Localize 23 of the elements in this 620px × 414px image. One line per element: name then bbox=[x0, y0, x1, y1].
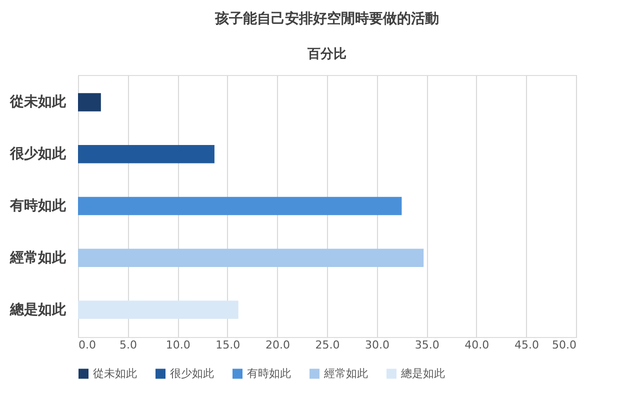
y-tick-label: 經常如此 bbox=[9, 250, 67, 266]
legend-label: 總是如此 bbox=[400, 366, 445, 380]
chart-title: 孩子能自己安排好空閒時要做的活動 bbox=[214, 10, 439, 27]
legend-label: 從未如此 bbox=[93, 366, 137, 380]
x-axis-title: 百分比 bbox=[306, 47, 346, 62]
x-tick-label: 0.0 bbox=[78, 338, 96, 352]
x-tick-label: 50.0 bbox=[552, 338, 576, 352]
legend-label: 經常如此 bbox=[323, 366, 368, 380]
y-tick-label: 總是如此 bbox=[9, 302, 67, 318]
x-tick-label: 25.0 bbox=[315, 338, 340, 352]
x-tick-label: 15.0 bbox=[216, 338, 240, 352]
legend-label: 很少如此 bbox=[170, 366, 214, 380]
y-tick-label: 有時如此 bbox=[9, 198, 67, 214]
x-tick-label: 20.0 bbox=[265, 338, 290, 352]
x-tick-label: 10.0 bbox=[166, 338, 190, 352]
y-tick-label: 很少如此 bbox=[9, 146, 67, 162]
y-tick-label: 從未如此 bbox=[9, 94, 67, 110]
x-tick-label: 35.0 bbox=[414, 338, 440, 352]
x-tick-label: 40.0 bbox=[464, 338, 490, 352]
legend-label: 有時如此 bbox=[247, 366, 291, 380]
x-tick-label: 45.0 bbox=[514, 338, 539, 352]
x-tick-label: 5.0 bbox=[120, 338, 138, 352]
x-tick-label: 30.0 bbox=[365, 338, 390, 352]
